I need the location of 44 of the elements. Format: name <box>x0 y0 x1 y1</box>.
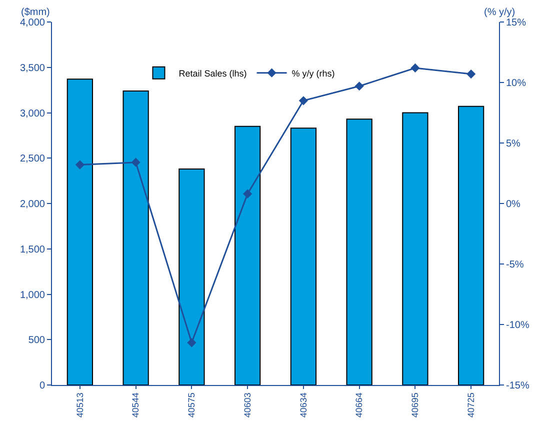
x-tick-label: 40695 <box>410 392 420 418</box>
y2-tick-label: -10% <box>506 320 530 331</box>
y-tick-label: 1,500 <box>20 244 46 256</box>
point <box>243 189 252 198</box>
x-tick-label: 40725 <box>466 392 476 418</box>
bar <box>458 106 484 385</box>
y-tick-label: 4,000 <box>20 18 46 28</box>
y2-tick-label: 5% <box>506 138 521 150</box>
bar <box>402 112 428 385</box>
y2-tick-label: 10% <box>506 78 526 89</box>
bar <box>66 78 94 385</box>
bar <box>234 126 261 385</box>
bar <box>178 168 205 385</box>
y-tick-label: 3,500 <box>20 62 46 74</box>
point <box>298 96 308 106</box>
y-tick-label: 2,000 <box>20 199 46 210</box>
legend-label: % y/y (rhs) <box>292 68 335 78</box>
point <box>187 338 196 348</box>
y2-axis-title: (% y/y) <box>484 7 516 18</box>
bar <box>122 90 149 385</box>
point <box>466 69 476 79</box>
y2-tick-label: -5% <box>506 260 524 270</box>
point <box>131 158 140 167</box>
y2-tick-label: 0% <box>506 199 521 210</box>
legend-label: Retail Sales (lhs) <box>178 68 247 78</box>
x-tick-label: 40544 <box>130 392 141 418</box>
y-tick-label: 1,000 <box>20 290 46 301</box>
x-tick-label: 40603 <box>242 392 252 418</box>
point <box>75 160 84 170</box>
y-tick-label: 3,000 <box>20 108 46 120</box>
point <box>354 82 364 91</box>
bar <box>346 118 372 385</box>
y-tick-label: 500 <box>28 335 46 346</box>
x-tick-label: 40575 <box>186 392 197 418</box>
y-tick-label: 2,500 <box>20 154 46 165</box>
y2-tick-label: -15% <box>506 380 530 392</box>
x-tick-label: 40664 <box>354 392 364 418</box>
point <box>410 63 420 73</box>
bar <box>290 128 317 385</box>
y-tick-label: 0 <box>39 380 46 392</box>
x-tick-label: 40634 <box>298 392 308 418</box>
y2-tick-label: 15% <box>506 18 526 28</box>
x-tick-label: 40513 <box>74 392 85 418</box>
y-axis-title: ($mm) <box>21 7 50 18</box>
